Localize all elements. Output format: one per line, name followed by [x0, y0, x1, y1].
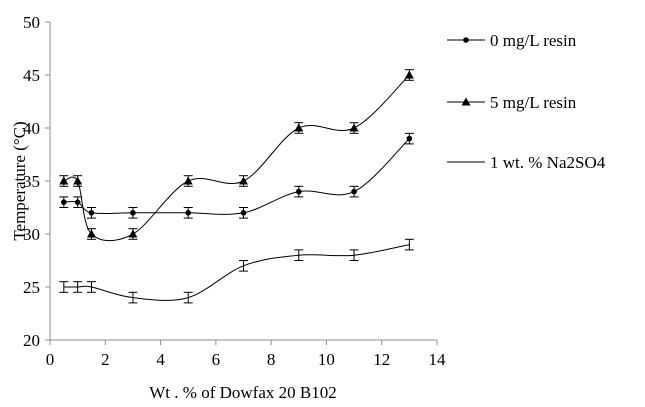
data-point [88, 210, 95, 216]
data-point [406, 135, 413, 142]
data-point [295, 188, 302, 195]
data-point [74, 199, 81, 205]
data-point [59, 176, 69, 185]
series-1 [59, 132, 414, 219]
data-point [351, 188, 357, 195]
data-point [185, 210, 192, 216]
series-line [63, 74, 410, 242]
x-tick-label: 12 [373, 350, 390, 369]
series-line [63, 244, 410, 301]
legend-item: 5 mg/L resin [447, 93, 577, 112]
series-layer [59, 69, 414, 304]
legend-marker [463, 37, 469, 43]
y-tick-label: 35 [23, 172, 40, 191]
legend-item: 1 wt. % Na2SO4 [447, 153, 606, 172]
x-tick-label: 14 [429, 350, 447, 369]
data-point [404, 70, 414, 79]
data-point [183, 176, 193, 185]
y-tick-label: 50 [23, 13, 40, 32]
series-2 [59, 69, 414, 242]
legend-marker [461, 97, 471, 106]
x-tick-label: 10 [318, 350, 335, 369]
series-line [63, 138, 410, 215]
ticks: 20 25 30 35 40 45 50 0 2 4 6 8 10 12 14 [23, 13, 446, 369]
x-tick-label: 0 [46, 350, 55, 369]
x-tick-label: 8 [267, 350, 276, 369]
y-tick-label: 45 [23, 66, 40, 85]
x-tick-label: 2 [101, 350, 110, 369]
x-tick-label: 6 [212, 350, 221, 369]
data-point [73, 176, 83, 185]
y-tick-label: 30 [23, 225, 40, 244]
data-point [61, 199, 67, 205]
y-tick-label: 20 [23, 331, 40, 350]
x-tick-label: 4 [156, 350, 165, 369]
data-point [349, 123, 359, 132]
data-point [294, 123, 304, 132]
legend-label: 1 wt. % Na2SO4 [490, 153, 606, 172]
legend-label: 5 mg/L resin [490, 93, 577, 112]
y-tick-label: 25 [23, 278, 40, 297]
series-3 [59, 238, 414, 304]
x-axis-title: Wt . % of Dowfax 20 B102 [149, 383, 336, 402]
legend: 0 mg/L resin 5 mg/L resin 1 wt. % Na2SO4 [447, 31, 606, 172]
y-axis-title: Temperature (°C) [10, 121, 29, 240]
data-point [86, 229, 96, 238]
y-tick-label: 40 [23, 119, 40, 138]
legend-label: 0 mg/L resin [490, 31, 577, 50]
legend-item: 0 mg/L resin [447, 31, 577, 50]
data-point [130, 210, 136, 216]
data-point [239, 176, 248, 185]
data-point [240, 210, 247, 216]
data-point [128, 229, 138, 238]
